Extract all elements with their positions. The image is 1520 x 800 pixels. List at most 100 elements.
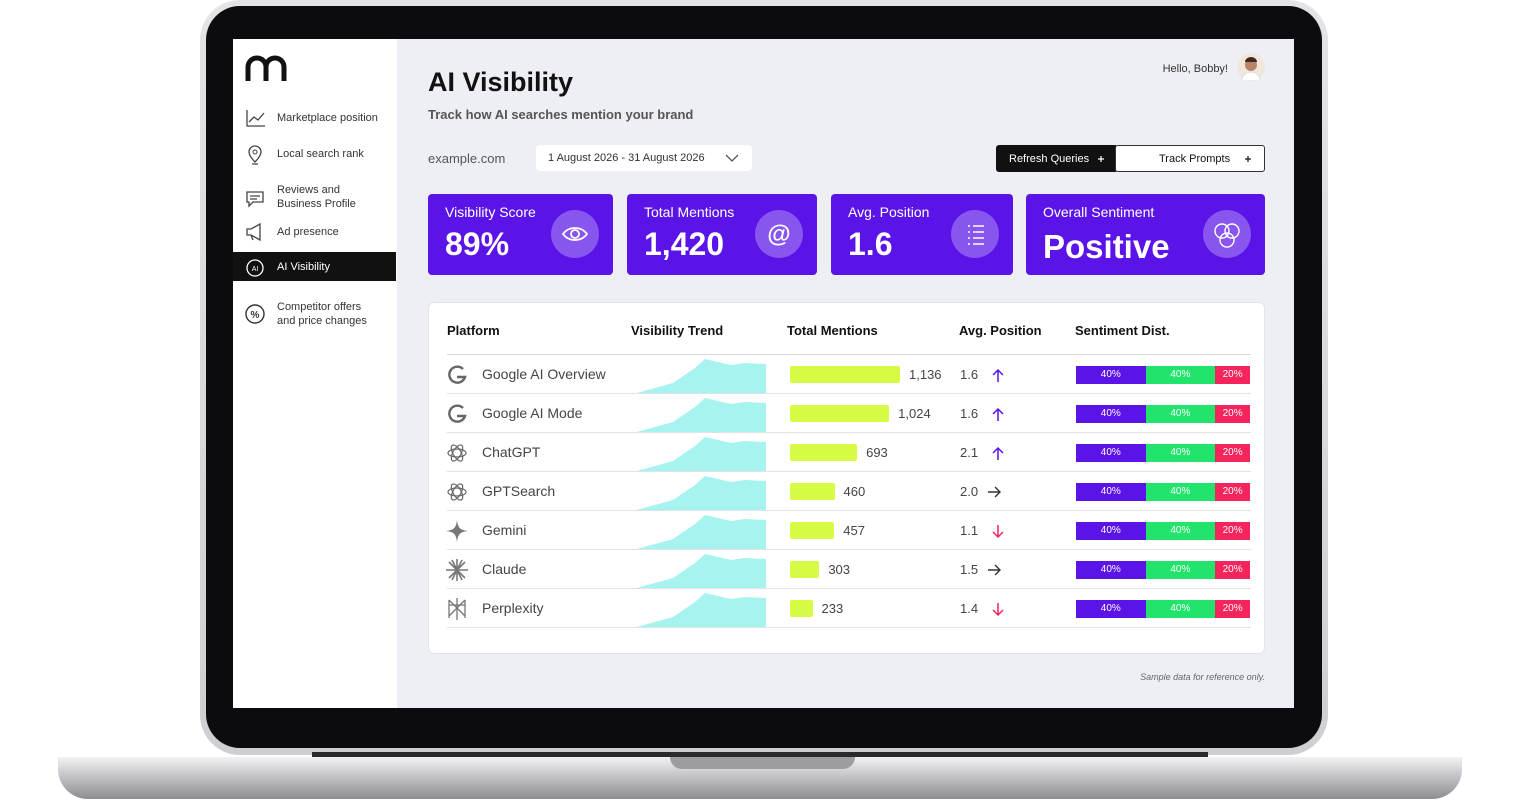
footnote: Sample data for reference only. <box>1140 672 1265 682</box>
sentiment-label: 40% <box>1170 602 1191 614</box>
nav-label: Marketplace position <box>277 112 378 124</box>
platform-icon <box>447 482 467 501</box>
svg-text:%: % <box>251 310 260 321</box>
card-label: Overall Sentiment <box>1043 204 1155 220</box>
trend-sparkline <box>633 515 766 550</box>
page-title: AI Visibility <box>428 67 574 97</box>
laptop-hinge <box>312 752 1208 758</box>
column-header: Avg. Position <box>959 323 1042 338</box>
card-icon <box>951 210 999 258</box>
platform-icon <box>446 558 468 581</box>
avg-position: 2.1 <box>960 444 979 460</box>
sentiment-label: 40% <box>1100 524 1121 536</box>
mentions-label: 457 <box>843 522 865 538</box>
metric-card: Avg. Position 1.6 <box>831 194 1013 275</box>
card-icon <box>1203 210 1251 258</box>
sentiment-label: 40% <box>1100 446 1121 458</box>
sentiment-segment: 40% <box>1076 365 1146 384</box>
trend-sparkline <box>633 554 766 589</box>
platform-name: Google AI Overview <box>482 365 606 382</box>
card-value: 1,420 <box>644 226 725 262</box>
platform-name: Google AI Mode <box>482 404 583 421</box>
nav-item[interactable]: Marketplace position <box>233 105 396 131</box>
avatar <box>1237 53 1265 81</box>
mentions-bar <box>790 482 835 500</box>
greeting: Hello, Bobby! <box>1162 63 1228 75</box>
sentiment-label: 40% <box>1100 407 1121 419</box>
svg-text:AI: AI <box>252 266 259 273</box>
plus-icon <box>1098 156 1104 162</box>
sentiment-segment: 40% <box>1076 599 1146 618</box>
position-arrow <box>992 407 1004 421</box>
nav-label: Reviews and Business Profile <box>277 184 356 210</box>
laptop-notch <box>670 757 855 769</box>
position-arrow <box>988 486 1001 497</box>
sentiment-segment: 20% <box>1215 482 1250 501</box>
sentiment-label: 40% <box>1100 563 1121 575</box>
platform-name: Gemini <box>482 521 527 538</box>
nav-label: Local search rank <box>277 148 364 160</box>
nav-item[interactable]: % Competitor offers and price changes <box>233 297 396 331</box>
row-divider <box>447 510 1251 511</box>
sentiment-segment: 20% <box>1215 443 1250 462</box>
sentiment-segment: 20% <box>1215 365 1250 384</box>
trend-sparkline <box>633 476 766 511</box>
sentiment-segment: 40% <box>1145 521 1216 540</box>
sentiment-segment: 40% <box>1145 443 1216 462</box>
sentiment-segment: 40% <box>1076 482 1146 501</box>
column-header: Total Mentions <box>787 323 878 338</box>
sentiment-label: 20% <box>1222 368 1243 380</box>
platform-name: Perplexity <box>482 599 544 616</box>
sentiment-label: 40% <box>1170 524 1191 536</box>
column-header: Sentiment Dist. <box>1075 323 1170 338</box>
row-divider <box>447 627 1251 628</box>
nav-icon <box>248 145 262 165</box>
platform-name: ChatGPT <box>482 443 541 460</box>
date-picker[interactable]: 1 August 2026 - 31 August 2026 <box>536 145 752 171</box>
sentiment-label: 40% <box>1100 485 1121 497</box>
platform-icon <box>447 443 467 462</box>
sentiment-segment: 40% <box>1145 482 1216 501</box>
sentiment-segment: 40% <box>1145 560 1216 579</box>
sentiment-label: 40% <box>1170 485 1191 497</box>
position-arrow <box>988 564 1001 575</box>
button[interactable]: Refresh Queries <box>996 145 1118 172</box>
sentiment-label: 40% <box>1100 602 1121 614</box>
mentions-label: 693 <box>866 444 888 460</box>
mentions-bar <box>790 365 900 383</box>
row-divider <box>447 549 1251 550</box>
mentions-bar <box>790 443 858 461</box>
sentiment-label: 20% <box>1222 602 1243 614</box>
sentiment-segment: 20% <box>1215 560 1250 579</box>
sentiment-label: 20% <box>1222 485 1243 497</box>
screen: Marketplace position Local search rank Rev… <box>233 39 1294 708</box>
mentions-bar <box>790 599 813 617</box>
nav-item[interactable]: Local search rank <box>233 141 396 167</box>
metric-card: Overall Sentiment Positive <box>1026 194 1265 275</box>
sentiment-segment: 40% <box>1076 521 1146 540</box>
button[interactable]: Track Prompts <box>1115 145 1265 172</box>
avg-position: 1.6 <box>960 405 979 421</box>
sentiment-segment: 20% <box>1215 521 1250 540</box>
platform-icon <box>448 403 467 423</box>
nav-item[interactable]: Ad presence <box>233 219 396 245</box>
position-arrow <box>992 446 1004 460</box>
sentiment-segment: 40% <box>1145 599 1216 618</box>
card-label: Avg. Position <box>848 204 930 220</box>
nav-item[interactable]: AI AI Visibility <box>233 252 396 281</box>
platform-name: Claude <box>482 560 527 577</box>
nav-item[interactable]: Reviews and Business Profile <box>233 180 396 214</box>
sentiment-label: 20% <box>1222 407 1243 419</box>
sentiment-label: 20% <box>1222 446 1243 458</box>
metric-card: Total Mentions 1,420 @ <box>627 194 817 275</box>
card-label: Visibility Score <box>445 204 536 220</box>
nav-label: Competitor offers and price changes <box>277 301 367 327</box>
sentiment-segment: 20% <box>1215 404 1250 423</box>
mentions-bar <box>790 560 820 578</box>
platform-name: GPTSearch <box>482 482 556 499</box>
sentiment-segment: 40% <box>1076 404 1146 423</box>
trend-sparkline <box>633 593 766 628</box>
sentiment-label: 40% <box>1100 368 1121 380</box>
nav-icon <box>246 110 265 127</box>
